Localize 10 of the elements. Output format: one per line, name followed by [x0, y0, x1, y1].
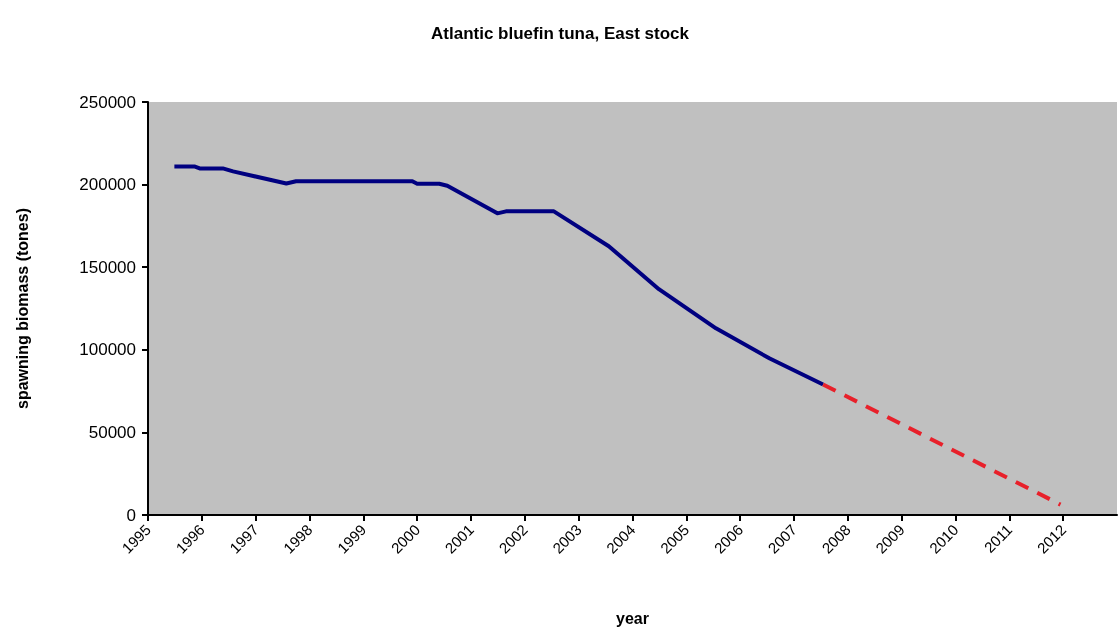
- y-tick-label: 50000: [88, 422, 136, 442]
- x-axis-title: year: [616, 609, 649, 627]
- y-axis-title: spawning biomass (tones): [13, 208, 31, 409]
- y-tick-label: 250000: [79, 92, 136, 112]
- y-tick-label: 100000: [79, 340, 136, 360]
- line-series: [172, 164, 826, 387]
- y-tick-label: 150000: [79, 257, 136, 277]
- y-tick-label: 200000: [79, 175, 136, 195]
- y-tick-label: 0: [126, 505, 136, 525]
- chart-title: Atlantic bluefin tuna, East stock: [431, 24, 690, 43]
